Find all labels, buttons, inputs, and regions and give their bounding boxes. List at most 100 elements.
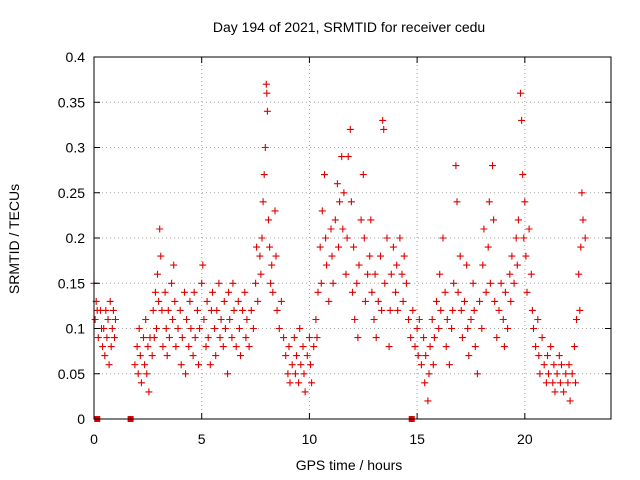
data-point [409, 306, 417, 314]
data-point [295, 379, 303, 387]
data-point [107, 343, 115, 351]
data-point [399, 297, 407, 305]
data-point [301, 388, 309, 396]
data-point [435, 325, 443, 332]
data-point [104, 316, 112, 323]
data-point [433, 297, 440, 305]
data-point [150, 334, 158, 342]
data-point [560, 388, 568, 396]
data-point [426, 343, 434, 351]
grid [94, 57, 611, 419]
data-point [549, 379, 557, 387]
data-point [335, 243, 342, 251]
chart-title: Day 194 of 2021, SRMTID for receiver ced… [213, 19, 485, 35]
data-point [562, 370, 570, 378]
data-point [253, 243, 261, 251]
data-point [357, 216, 365, 224]
data-point [185, 343, 193, 351]
data-point [271, 207, 279, 215]
data-point [454, 288, 462, 296]
data-point [464, 325, 472, 332]
data-point [91, 316, 99, 323]
data-point [318, 207, 326, 215]
data-point [189, 352, 197, 360]
data-point [392, 288, 400, 296]
data-point [151, 288, 159, 296]
data-point [237, 352, 244, 360]
y-axis-label: SRMTID / TECUs [6, 184, 22, 294]
data-point [109, 306, 117, 314]
data-point [514, 216, 522, 224]
data-point [485, 198, 493, 206]
data-point [293, 352, 300, 360]
data-point [522, 252, 530, 260]
data-point [519, 171, 527, 179]
data-point [312, 316, 320, 323]
data-point [490, 216, 498, 224]
data-point [149, 306, 157, 314]
data-point [521, 198, 529, 206]
data-point [94, 334, 102, 342]
data-point [300, 370, 308, 378]
x-tick-label: 10 [302, 431, 318, 447]
data-point [154, 270, 161, 278]
data-point [142, 316, 150, 323]
data-point [425, 370, 433, 378]
data-point [405, 316, 412, 323]
data-point [368, 288, 376, 296]
data-point [366, 252, 374, 260]
data-point [378, 306, 386, 314]
data-point [469, 279, 477, 287]
data-point [303, 352, 311, 360]
data-point [103, 334, 111, 342]
data-point [182, 370, 190, 378]
data-point [260, 171, 268, 179]
data-point [364, 270, 372, 278]
data-point [202, 343, 210, 351]
data-point [507, 297, 515, 305]
data-point [572, 379, 579, 387]
data-point [540, 361, 548, 369]
data-point [354, 334, 362, 342]
data-point [371, 270, 379, 278]
data-point [535, 352, 543, 360]
data-point [203, 297, 211, 305]
data-point [331, 216, 339, 224]
data-point [542, 379, 550, 387]
data-point [442, 343, 450, 351]
data-point [181, 288, 188, 296]
data-point [161, 288, 169, 296]
data-point [317, 279, 325, 287]
data-point [204, 334, 212, 342]
data-point [177, 361, 185, 369]
data-point [445, 361, 453, 369]
data-point [489, 162, 496, 170]
x-tick-label: 0 [90, 431, 98, 447]
y-tick-label: 0.4 [66, 49, 86, 65]
data-point [163, 352, 171, 360]
data-point [183, 316, 191, 323]
data-point [153, 325, 160, 332]
data-point [143, 370, 151, 378]
data-point [556, 379, 564, 387]
data-point [111, 334, 118, 342]
data-point [164, 306, 172, 314]
data-points [90, 80, 589, 405]
data-point [510, 279, 518, 287]
data-point [168, 279, 176, 287]
data-point [307, 361, 314, 369]
data-point [277, 297, 285, 305]
data-point [257, 270, 265, 278]
data-point [424, 397, 432, 405]
data-point [226, 316, 234, 323]
data-point [241, 288, 249, 296]
data-point [452, 162, 460, 170]
data-point [550, 361, 558, 369]
data-point [500, 343, 508, 351]
data-point [291, 370, 299, 378]
data-point [402, 279, 410, 287]
data-point [217, 316, 225, 323]
data-point [501, 288, 509, 296]
data-point [266, 243, 274, 251]
data-point [221, 325, 229, 332]
